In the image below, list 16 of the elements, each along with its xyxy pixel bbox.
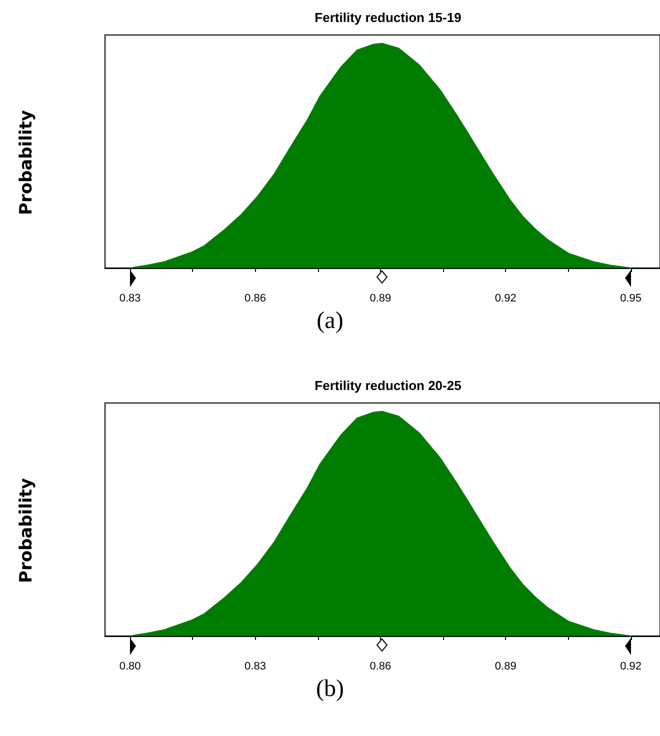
x-tick-label: 0.95 [620, 292, 642, 304]
y-axis-title: Probability [16, 478, 36, 584]
x-tick-label: 0.86 [370, 660, 392, 672]
x-tick-label: 0.83 [119, 292, 141, 304]
chart-title: Fertility reduction 20-25 [314, 378, 462, 393]
x-tick-label: 0.89 [494, 660, 516, 672]
chart-title: Fertility reduction 15-19 [314, 10, 462, 25]
x-tick-label: 0.83 [244, 660, 266, 672]
text: (a) [316, 308, 344, 335]
x-tick-label: 0.92 [494, 292, 516, 304]
text: (b) [315, 676, 345, 703]
y-axis-title: Probability [16, 110, 36, 216]
x-tick-label: 0.80 [119, 660, 141, 672]
x-tick-label: 0.89 [370, 292, 392, 304]
x-tick-label: 0.92 [620, 660, 642, 672]
x-tick-label: 0.86 [244, 292, 266, 304]
